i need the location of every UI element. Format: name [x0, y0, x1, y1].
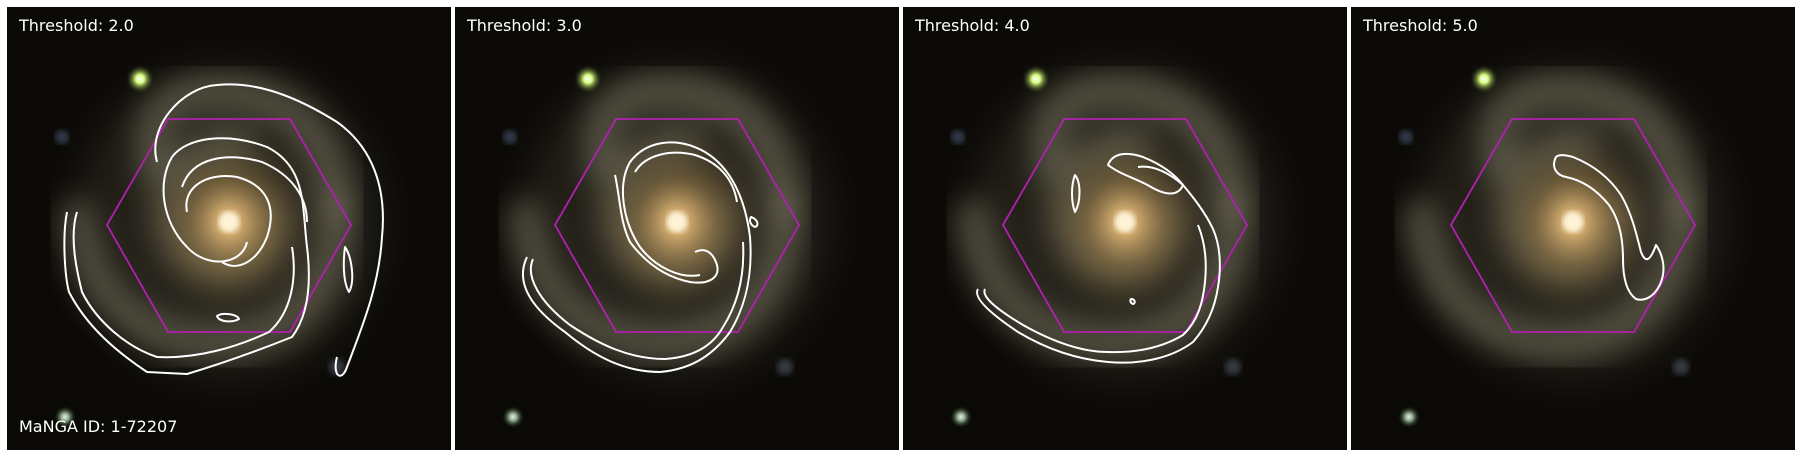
- panel-threshold-3: Threshold: 3.0: [455, 7, 899, 450]
- panel-threshold-2: Threshold: 2.0 MaNGA ID: 1-72207: [7, 7, 451, 450]
- galaxy-image: [455, 7, 899, 450]
- contour-small-blob: [1129, 298, 1136, 305]
- contour-inner-spiral: [614, 174, 719, 284]
- contours: [521, 141, 759, 373]
- contours: [63, 83, 384, 377]
- contour-inner-spiral: [185, 175, 272, 267]
- galaxy-image: [1351, 7, 1795, 450]
- contour-left-fragment: [1071, 174, 1081, 213]
- contours: [1553, 154, 1665, 301]
- manga-id-label: MaNGA ID: 1-72207: [19, 417, 178, 436]
- contour-outer-arm-2: [529, 241, 745, 360]
- contour-outer-arm: [63, 137, 310, 375]
- galaxy-image: [7, 7, 451, 450]
- contour-inner-ring: [181, 156, 308, 223]
- contour-outer-arm: [976, 165, 1221, 364]
- panel-threshold-5: Threshold: 5.0: [1351, 7, 1795, 450]
- contours: [976, 152, 1221, 364]
- contour-small-blob: [216, 312, 240, 323]
- contour-inner-ring: [634, 151, 738, 203]
- contour-outer-arm: [521, 141, 752, 373]
- contour-right-fragment: [342, 246, 354, 293]
- galaxy-image: [903, 7, 1347, 450]
- contour-small-blob: [749, 216, 759, 228]
- threshold-label: Threshold: 2.0: [19, 16, 134, 35]
- threshold-label: Threshold: 3.0: [467, 16, 582, 35]
- contour-upper-arm: [154, 83, 384, 377]
- threshold-label: Threshold: 5.0: [1363, 16, 1478, 35]
- contour-outer-arm-2: [72, 211, 295, 359]
- contour-upper-fragment: [1107, 152, 1184, 195]
- threshold-label: Threshold: 4.0: [915, 16, 1030, 35]
- panel-threshold-4: Threshold: 4.0: [903, 7, 1347, 450]
- contour-main-arc: [1553, 154, 1665, 301]
- contour-outer-arm-2: [983, 224, 1207, 354]
